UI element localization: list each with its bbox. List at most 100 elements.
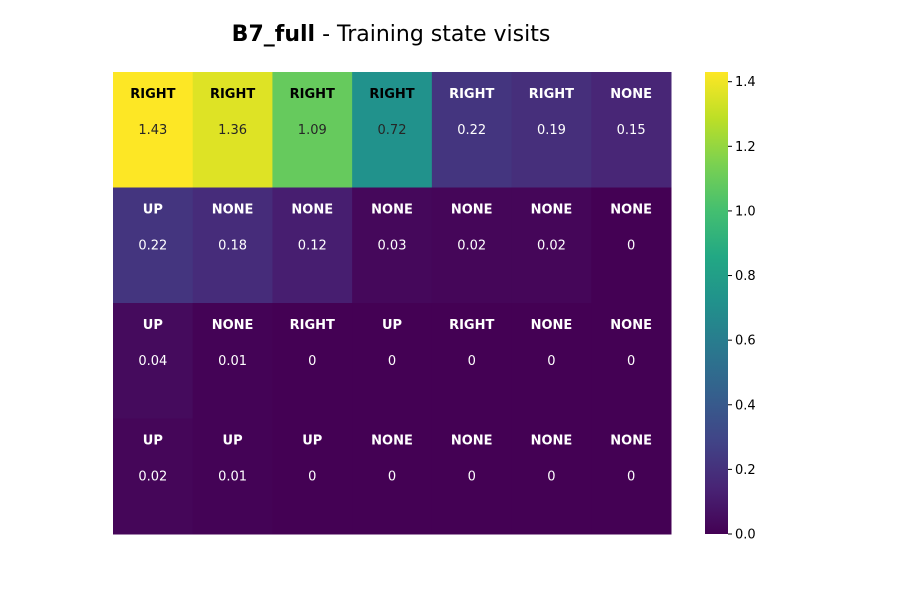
heatmap-cell [511, 187, 592, 304]
cell-value-label: 0.01 [218, 470, 247, 485]
heatmap-cell [352, 303, 433, 419]
cell-value-label: 0 [388, 470, 396, 485]
heatmap-cell [431, 72, 513, 188]
heatmap-cells: RIGHT 1.43 RIGHT 1.36 RIGHT 1.09 RIGHT 0.72 RIGH… [113, 72, 672, 535]
cell-value-label: 0 [308, 354, 316, 369]
cell-value-label: 0.22 [457, 123, 486, 138]
cell-action-label: UP [382, 318, 402, 333]
cell-action-label: RIGHT [449, 318, 494, 333]
heatmap-cell [591, 187, 672, 304]
heatmap-cell [352, 187, 433, 304]
cell-value-label: 0 [468, 470, 476, 485]
chart-title-rest: - Training state visits [315, 22, 551, 47]
cell-action-label: NONE [451, 434, 493, 449]
heatmap-cell [511, 303, 592, 419]
cell-action-label: RIGHT [130, 87, 175, 102]
cell-value-label: 0.19 [537, 123, 566, 138]
cell-value-label: 0.02 [138, 470, 167, 485]
cell-action-label: RIGHT [449, 87, 494, 102]
cell-action-label: NONE [451, 203, 493, 218]
chart-title: B7_full - Training state visits [0, 22, 782, 47]
cell-value-label: 0.03 [378, 239, 407, 254]
heatmap-cell [272, 418, 353, 535]
colorbar-tick-label: 1.0 [735, 204, 756, 219]
heatmap-cell [591, 418, 672, 535]
cell-action-label: NONE [610, 434, 652, 449]
cell-action-label: NONE [610, 203, 652, 218]
cell-value-label: 0 [468, 354, 476, 369]
heatmap-cell [192, 72, 273, 188]
heatmap-cell [113, 418, 194, 535]
heatmap-cell [192, 303, 273, 419]
colorbar-tick-label: 0.6 [735, 334, 756, 349]
colorbar-tick-label: 0.2 [735, 463, 756, 478]
heatmap-cell [113, 72, 194, 188]
cell-value-label: 0.02 [537, 239, 566, 254]
cell-value-label: 0.15 [617, 123, 646, 138]
cell-action-label: NONE [531, 318, 573, 333]
heatmap-cell [272, 303, 353, 419]
cell-value-label: 0.02 [457, 239, 486, 254]
colorbar-tick-label: 0.0 [735, 528, 756, 543]
heatmap-cell [192, 418, 273, 535]
cell-action-label: RIGHT [290, 87, 335, 102]
cell-action-label: RIGHT [210, 87, 255, 102]
cell-action-label: RIGHT [290, 318, 335, 333]
heatmap-cell [113, 303, 194, 419]
heatmap-cell [113, 187, 194, 304]
cell-action-label: UP [143, 434, 163, 449]
cell-value-label: 0.04 [138, 354, 167, 369]
cell-value-label: 0.22 [138, 239, 167, 254]
cell-action-label: NONE [212, 318, 254, 333]
heatmap-cell [511, 418, 592, 535]
cell-action-label: NONE [610, 87, 652, 102]
colorbar-tick-label: 0.4 [735, 398, 756, 413]
chart-title-bold: B7_full [231, 22, 316, 47]
heatmap-cell [431, 418, 513, 535]
colorbar-tick-label: 0.8 [735, 269, 756, 284]
cell-value-label: 0.01 [218, 354, 247, 369]
cell-action-label: UP [143, 203, 163, 218]
cell-value-label: 0 [388, 354, 396, 369]
heatmap-cell [511, 72, 592, 188]
cell-action-label: UP [302, 434, 322, 449]
heatmap-cell [352, 418, 433, 535]
heatmap-cell [431, 303, 513, 419]
cell-value-label: 1.43 [138, 123, 167, 138]
heatmap-cell [352, 72, 433, 188]
cell-action-label: UP [143, 318, 163, 333]
cell-value-label: 0 [627, 239, 635, 254]
cell-action-label: RIGHT [529, 87, 574, 102]
heatmap-cell [272, 72, 353, 188]
colorbar-tick-label: 1.2 [735, 140, 756, 155]
cell-value-label: 0.12 [298, 239, 327, 254]
cell-value-label: 0.18 [218, 239, 247, 254]
cell-value-label: 1.09 [298, 123, 327, 138]
cell-value-label: 0 [547, 354, 555, 369]
heatmap-cell [591, 72, 672, 188]
cell-action-label: UP [223, 434, 243, 449]
cell-action-label: RIGHT [369, 87, 414, 102]
cell-action-label: NONE [531, 203, 573, 218]
cell-value-label: 1.36 [218, 123, 247, 138]
cell-action-label: NONE [291, 203, 333, 218]
colorbar-tick-label: 1.4 [735, 75, 756, 90]
cell-action-label: NONE [371, 203, 413, 218]
heatmap-cell [272, 187, 353, 304]
heatmap-cell [192, 187, 273, 304]
heatmap-cell [591, 303, 672, 419]
cell-action-label: NONE [371, 434, 413, 449]
heatmap-cell [431, 187, 513, 304]
cell-action-label: NONE [610, 318, 652, 333]
cell-value-label: 0 [627, 354, 635, 369]
colorbar: 0.0 0.2 0.4 0.6 0.8 1.0 1.2 1.4 [705, 72, 756, 543]
cell-action-label: NONE [212, 203, 254, 218]
cell-value-label: 0 [627, 470, 635, 485]
cell-value-label: 0.72 [378, 123, 407, 138]
colorbar-gradient [705, 72, 728, 534]
cell-value-label: 0 [308, 470, 316, 485]
cell-value-label: 0 [547, 470, 555, 485]
cell-action-label: NONE [531, 434, 573, 449]
